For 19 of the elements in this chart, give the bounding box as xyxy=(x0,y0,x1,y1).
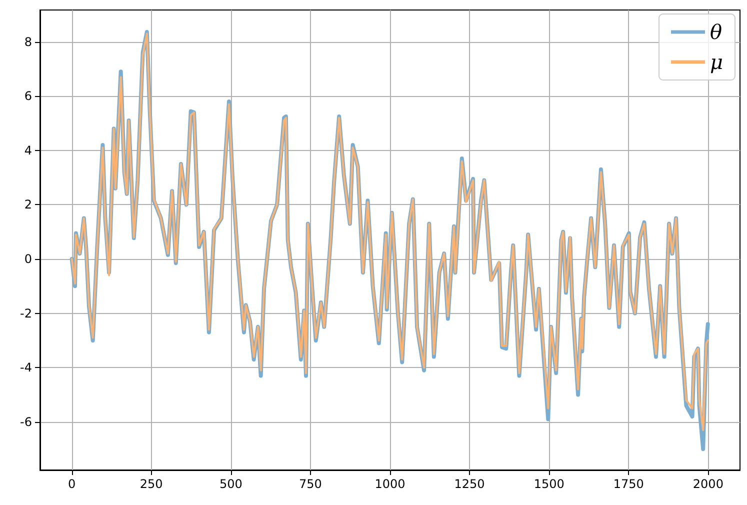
x-tick-label: 1500 xyxy=(534,477,564,491)
y-tick-label: 6 xyxy=(24,89,32,104)
y-tick-label: 2 xyxy=(24,198,32,212)
x-tick-label: 1750 xyxy=(613,477,644,491)
x-tick-label: 0 xyxy=(68,477,76,491)
legend-label: θ xyxy=(710,20,722,44)
legend-label: μ xyxy=(710,50,723,74)
x-tick-label: 2000 xyxy=(692,477,724,491)
y-tick-label: -2 xyxy=(20,306,32,320)
y-tick-label: 0 xyxy=(24,252,32,266)
y-tick-label: -4 xyxy=(20,360,32,375)
x-tick-label: 1000 xyxy=(374,477,406,491)
y-tick-label: -6 xyxy=(20,414,32,429)
x-tick-label: 500 xyxy=(219,477,242,491)
x-tick-label: 250 xyxy=(140,477,163,491)
x-tick-label: 1250 xyxy=(454,477,485,491)
y-tick-label: 8 xyxy=(24,34,32,49)
y-tick-label: 4 xyxy=(24,143,32,158)
x-tick-label: 750 xyxy=(299,477,322,491)
